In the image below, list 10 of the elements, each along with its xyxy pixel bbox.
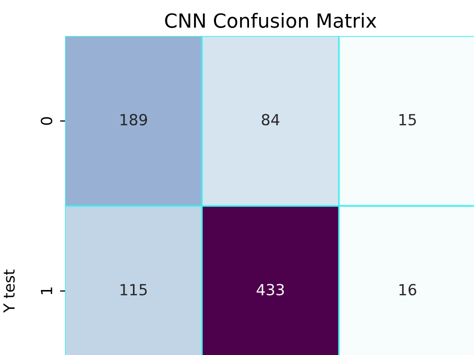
data-label: 84 [262, 114, 280, 126]
y-tick-label: 1 [40, 288, 52, 294]
data-label: 115 [120, 284, 147, 296]
y-tick-label: 0 [40, 117, 52, 125]
data-label: 433 [256, 284, 284, 296]
chart-title: CNN Confusion Matrix [165, 12, 376, 28]
data-label: 15 [399, 114, 416, 126]
data-label: 189 [120, 114, 148, 126]
y-axis-title: Y test [3, 270, 15, 313]
data-label: 16 [399, 284, 416, 296]
